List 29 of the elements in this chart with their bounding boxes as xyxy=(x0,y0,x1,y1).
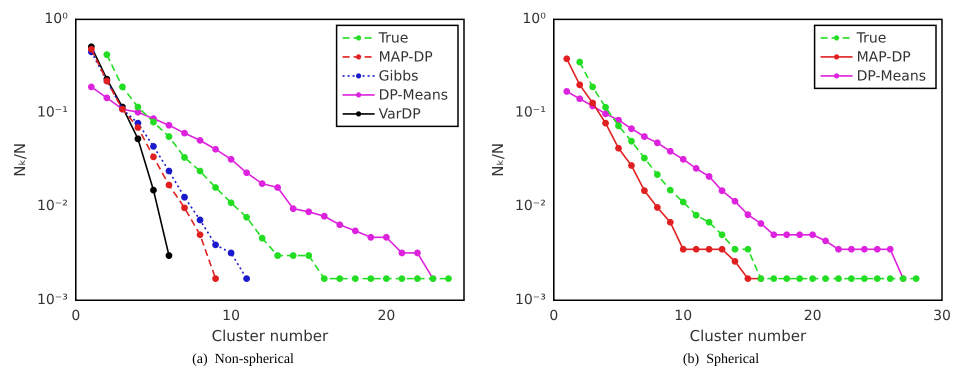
legend-label: MAP-DP xyxy=(378,50,433,66)
x-tick-label: 20 xyxy=(804,308,822,324)
x-tick-label: 0 xyxy=(549,308,558,324)
legend-label: VarDP xyxy=(378,106,421,123)
y-tick-label: 10⁻² xyxy=(36,198,68,214)
y-tick-label: 10⁰ xyxy=(44,11,68,28)
y-tick-label: 10⁻¹ xyxy=(36,104,68,121)
legend-label: DP-Means xyxy=(856,68,926,85)
text: (b) Spherical xyxy=(682,352,760,368)
y-tick-label: 10⁻¹ xyxy=(514,104,546,121)
y-tick-label: 10⁻³ xyxy=(514,292,546,308)
legend-label: True xyxy=(378,30,408,47)
y-tick-label: 10⁻² xyxy=(514,198,546,214)
x-axis-title: Cluster number xyxy=(690,326,808,345)
text: (a) Non-spherical xyxy=(191,352,295,368)
legend-label: DP-Means xyxy=(378,88,448,104)
y-axis-title: Nₖ/N xyxy=(488,142,507,177)
x-tick-label: 30 xyxy=(933,308,951,324)
y-tick-label: 10⁻³ xyxy=(36,292,68,308)
x-tick-label: 20 xyxy=(377,308,396,324)
legend-label: MAP-DP xyxy=(856,50,911,66)
x-tick-label: 10 xyxy=(222,308,240,324)
legend-label: Gibbs xyxy=(378,68,418,85)
y-axis-title: Nₖ/N xyxy=(10,142,29,177)
legend-label: True xyxy=(856,30,886,47)
x-axis-title: Cluster number xyxy=(212,326,330,345)
x-tick-label: 10 xyxy=(674,308,692,324)
x-tick-label: 0 xyxy=(71,308,80,324)
y-tick-label: 10⁰ xyxy=(522,11,546,28)
